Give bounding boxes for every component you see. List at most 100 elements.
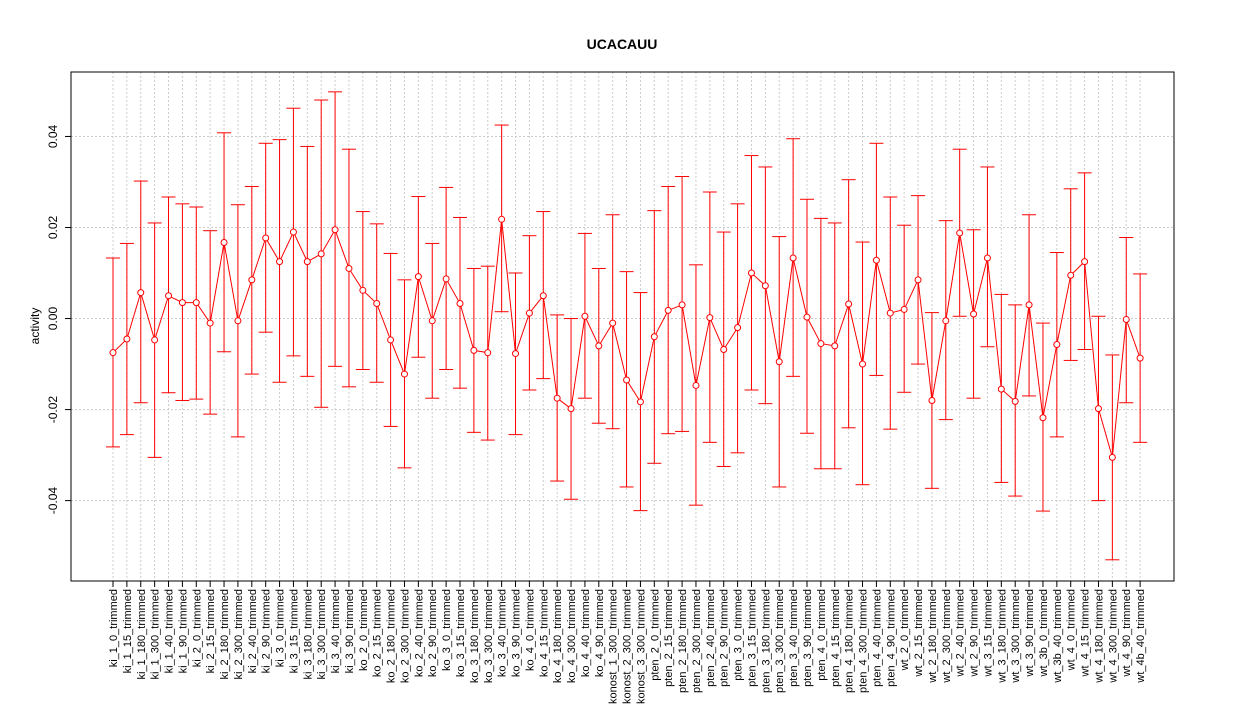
y-tick-label: 0.00 [46,307,60,331]
data-point [886,309,894,317]
data-point [1053,340,1061,348]
data-point [692,381,700,389]
data-point [983,254,991,262]
data-point [234,317,242,325]
x-tick-label: ki_1_15_trimmed [122,589,134,673]
data-point [872,256,880,264]
x-tick-label: wt_3_300_trimmed [1010,589,1022,684]
data-point [623,376,631,384]
x-tick-label: ko_2_300_trimmed [399,589,411,683]
x-tick-label: ki_2_90_trimmed [261,589,273,673]
x-tick-label: pten_3_0_trimmed [733,589,745,681]
x-tick-label: ko_2_180_trimmed [386,589,398,683]
data-point [345,264,353,272]
data-point [1011,397,1019,405]
x-tick-label: pten_2_90_trimmed [719,589,731,687]
chart-title: UCACAUU [587,36,658,52]
x-tick-label: ki_3_40_trimmed [330,589,342,673]
data-point [775,358,783,366]
data-point [373,300,381,308]
y-tick-label: -0.04 [46,487,60,515]
x-tick-label: wt_2_90_trimmed [969,589,981,677]
data-point [165,292,173,300]
data-point [706,314,714,322]
x-tick-label: wt_4_0_trimmed [1066,589,1078,671]
data-point [151,336,159,344]
data-point [803,313,811,321]
x-tick-label: konost_3_300_trimmed [635,589,647,704]
x-tick-label: ko_3_15_trimmed [455,589,467,677]
x-tick-label: pten_3_300_trimmed [774,589,786,693]
x-tick-label: pten_3_180_trimmed [760,589,772,693]
y-tick-label: 0.04 [46,124,60,148]
data-point [1067,271,1075,279]
data-point [498,215,506,223]
x-tick-label: wt_3b_40_trimmed [1052,589,1064,684]
x-tick-label: pten_4_15_trimmed [830,589,842,687]
data-point [512,350,520,358]
x-tick-label: wt_2_300_trimmed [941,589,953,684]
x-tick-label: ko_3_300_trimmed [483,589,495,683]
data-point [650,333,658,341]
data-point [303,258,311,266]
x-tick-label: ko_4_15_trimmed [538,589,550,677]
data-point [1025,301,1033,309]
series-layer [106,91,1148,561]
y-tick-label: 0.02 [46,215,60,239]
data-point [289,228,297,236]
x-tick-label: ko_3_0_trimmed [441,589,453,671]
data-point [581,312,589,320]
data-point [525,309,533,317]
x-tick-label: wt_4_300_trimmed [1107,589,1119,684]
x-tick-label: wt_2_180_trimmed [927,589,939,684]
x-tick-label: pten_3_40_trimmed [788,589,800,687]
x-tick-label: pten_2_300_trimmed [691,589,703,693]
x-tick-label: pten_2_40_trimmed [705,589,717,687]
x-tick-label: ki_2_300_trimmed [233,589,245,680]
x-tick-label: ki_1_0_trimmed [108,589,120,667]
data-point [942,317,950,325]
x-tick-label: ki_1_90_trimmed [177,589,189,673]
data-point [761,282,769,290]
x-tick-label: ki_3_90_trimmed [344,589,356,673]
data-point [206,319,214,327]
data-point [567,405,575,413]
x-tick-label: wt_3_15_trimmed [982,589,994,677]
data-point [831,342,839,350]
data-point [817,340,825,348]
data-point [428,317,436,325]
x-tick-label: wt_3_90_trimmed [1024,589,1036,677]
x-tick-label: ki_2_180_trimmed [219,589,231,680]
y-axis-label: activity [28,308,42,345]
data-point [317,250,325,258]
data-point [137,289,145,297]
x-tick-label: pten_4_300_trimmed [858,589,870,693]
data-point [178,299,186,307]
data-point [789,254,797,262]
data-point [859,360,867,368]
data-point [539,292,547,300]
x-tick-label: pten_3_15_trimmed [746,589,758,687]
x-tick-label: wt_2_40_trimmed [955,589,967,677]
data-point [595,342,603,350]
data-point [123,335,131,343]
x-tick-label: ko_4_40_trimmed [580,589,592,677]
x-tick-label: ko_2_0_trimmed [358,589,370,671]
x-tick-label: ki_3_0_trimmed [275,589,287,667]
x-tick-label: konost_1_300_trimmed [608,589,620,704]
x-tick-label: pten_2_0_trimmed [649,589,661,681]
data-point [997,385,1005,393]
data-point [664,306,672,314]
y-tick-label: -0.02 [46,396,60,424]
x-tick-label: ko_4_90_trimmed [594,589,606,677]
x-tick-label: ko_2_15_trimmed [372,589,384,677]
x-tick-label: wt_2_0_trimmed [899,589,911,671]
x-tick-label: ki_3_180_trimmed [302,589,314,680]
data-point [636,398,644,406]
data-point [1094,405,1102,413]
data-point [331,226,339,234]
data-point [900,305,908,313]
data-point [928,396,936,404]
x-tick-label: ki_1_40_trimmed [164,589,176,673]
